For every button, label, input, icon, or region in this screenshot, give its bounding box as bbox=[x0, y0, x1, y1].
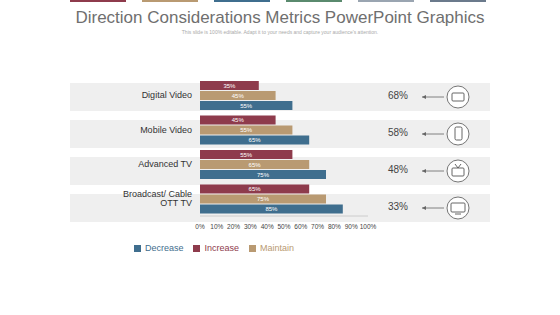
svg-text:40%: 40% bbox=[261, 223, 274, 230]
svg-text:30%: 30% bbox=[244, 223, 257, 230]
svg-text:65%: 65% bbox=[249, 137, 262, 143]
svg-text:45%: 45% bbox=[232, 93, 245, 99]
svg-text:55%: 55% bbox=[240, 103, 253, 109]
svg-text:80%: 80% bbox=[328, 223, 341, 230]
svg-text:100%: 100% bbox=[360, 223, 377, 230]
html-text:Maintain: Maintain bbox=[260, 243, 294, 253]
svg-text:Broadcast/ CableOTT TV: Broadcast/ CableOTT TV bbox=[123, 189, 192, 208]
html-text:33%: 33% bbox=[388, 200, 408, 212]
svg-text:Advanced TV: Advanced TV bbox=[138, 159, 192, 169]
svg-text:75%: 75% bbox=[257, 172, 270, 178]
svg-text:70%: 70% bbox=[311, 223, 324, 230]
svg-text:65%: 65% bbox=[249, 186, 262, 192]
html-text:This slide is 100% editable. A: This slide is 100% editable. Adapt it to… bbox=[181, 29, 379, 35]
svg-text:35%: 35% bbox=[223, 83, 236, 89]
html-text:Direction Considerations Metri: Direction Considerations Metrics PowerPo… bbox=[75, 8, 485, 27]
svg-text:45%: 45% bbox=[232, 117, 245, 123]
svg-text:75%: 75% bbox=[257, 196, 270, 202]
svg-text:85%: 85% bbox=[265, 206, 278, 212]
html-text:Increase: Increase bbox=[204, 243, 239, 253]
svg-text:10%: 10% bbox=[210, 223, 223, 230]
svg-text:Digital Video: Digital Video bbox=[142, 90, 192, 100]
svg-text:65%: 65% bbox=[249, 162, 262, 168]
svg-text:Mobile Video: Mobile Video bbox=[140, 125, 192, 135]
svg-text:55%: 55% bbox=[240, 152, 253, 158]
svg-text:90%: 90% bbox=[345, 223, 358, 230]
svg-text:55%: 55% bbox=[240, 127, 253, 133]
html-text:Decrease: Decrease bbox=[145, 243, 184, 253]
html-text:48%: 48% bbox=[388, 163, 408, 175]
svg-text:0%: 0% bbox=[195, 223, 205, 230]
html-text:68%: 68% bbox=[388, 89, 408, 101]
svg-text:20%: 20% bbox=[227, 223, 240, 230]
svg-text:60%: 60% bbox=[294, 223, 307, 230]
svg-text:50%: 50% bbox=[277, 223, 290, 230]
html-text:58%: 58% bbox=[388, 126, 408, 138]
